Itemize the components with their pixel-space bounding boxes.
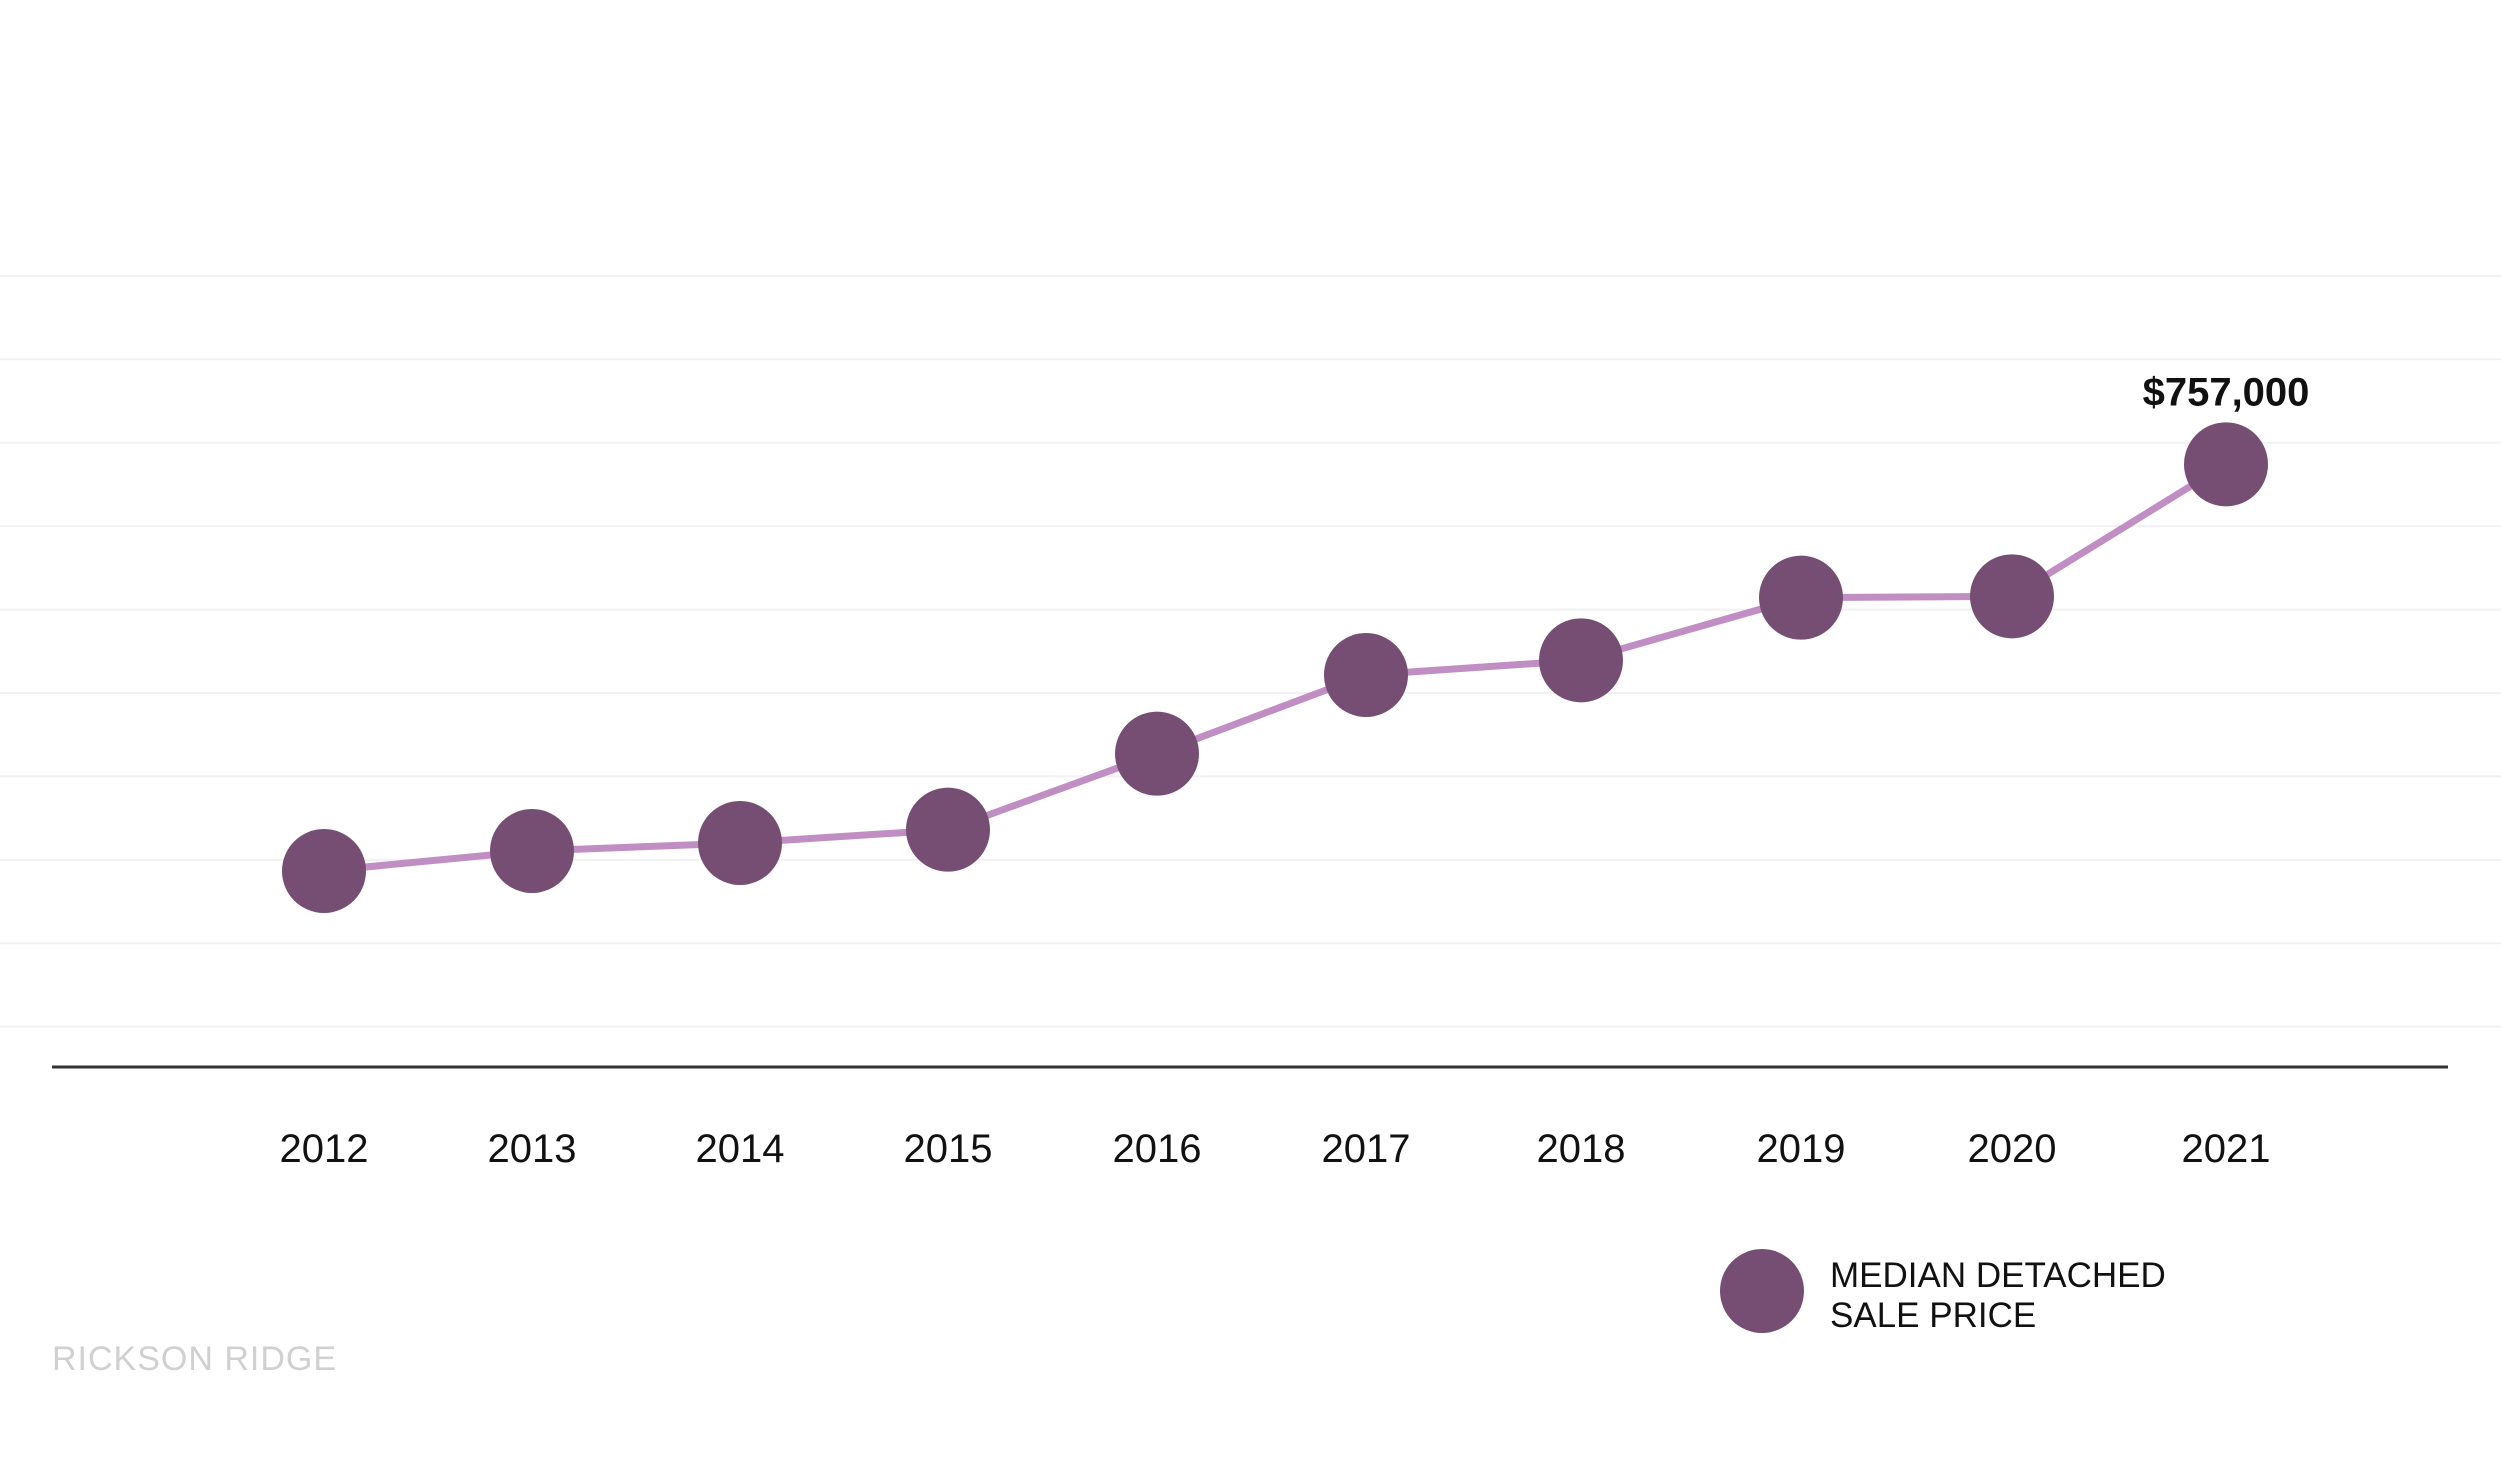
data-point-2012 — [282, 829, 366, 913]
gridlines — [0, 275, 2501, 1028]
data-point-2018 — [1539, 618, 1623, 703]
x-tick-label-2017: 2017 — [1322, 1127, 1411, 1171]
x-tick-label-2012: 2012 — [280, 1127, 369, 1171]
data-label-2021: $757,000 — [2143, 370, 2310, 414]
legend-marker — [1720, 1249, 1804, 1333]
legend: MEDIAN DETACHED SALE PRICE — [1720, 1249, 2166, 1335]
data-point-2016 — [1115, 711, 1199, 796]
data-point-2021 — [2184, 422, 2268, 507]
series-median-detached-sale-price — [282, 422, 2268, 913]
x-tick-label-2013: 2013 — [488, 1127, 577, 1171]
legend-label-line1: MEDIAN DETACHED — [1830, 1256, 2166, 1295]
data-point-2015 — [906, 787, 990, 872]
brand-watermark: RICKSON RIDGE — [52, 1340, 337, 1378]
x-axis-ticks: 2012 2013 2014 2015 2016 2017 2018 2019 2020 2021 — [280, 1127, 2271, 1171]
x-tick-label-2021: 2021 — [2182, 1127, 2271, 1171]
x-tick-label-2014: 2014 — [696, 1127, 785, 1171]
data-point-2014 — [698, 801, 782, 885]
x-tick-label-2015: 2015 — [904, 1127, 993, 1171]
series-line — [323, 461, 2228, 875]
x-tick-label-2019: 2019 — [1757, 1127, 1846, 1171]
legend-label-line2: SALE PRICE — [1830, 1296, 2036, 1335]
data-point-2020 — [1970, 554, 2054, 639]
x-tick-label-2018: 2018 — [1537, 1127, 1626, 1171]
data-point-2019 — [1759, 555, 1843, 640]
x-tick-label-2016: 2016 — [1113, 1127, 1202, 1171]
data-annotations: $757,000 — [2143, 370, 2310, 414]
data-point-2017 — [1324, 633, 1408, 717]
x-tick-label-2020: 2020 — [1968, 1127, 2057, 1171]
data-point-2013 — [490, 809, 574, 893]
